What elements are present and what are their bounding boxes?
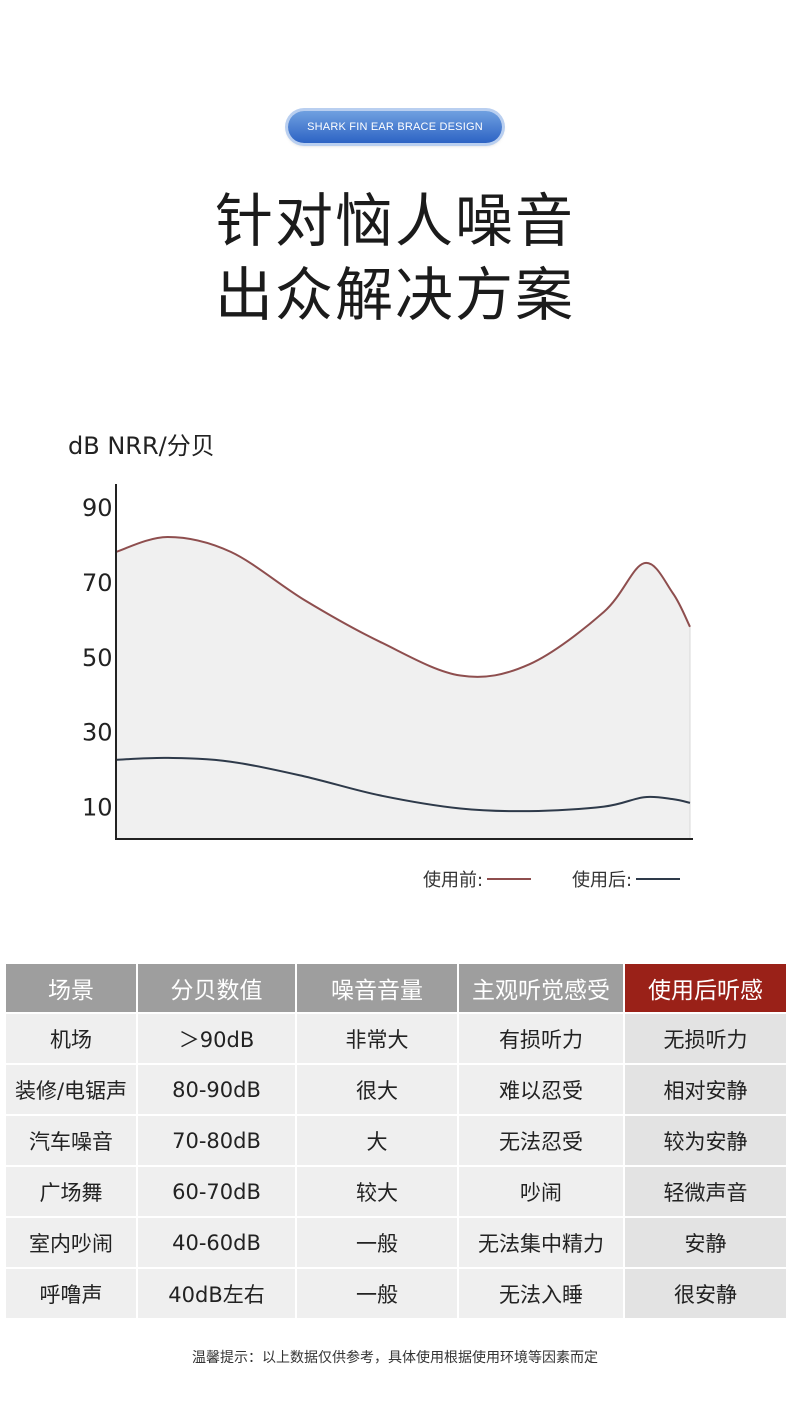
cell-after: 相对安静 [625,1065,786,1114]
cell-volume: 较大 [297,1167,457,1216]
cell-db: 60-70dB [138,1167,295,1216]
noise-comparison-table: 场景 分贝数值 噪音音量 主观听觉感受 使用后听感 机场 ＞90dB 非常大 有… [4,962,788,1320]
series-line-after [115,756,691,813]
header-db-value: 分贝数值 [138,964,295,1012]
y-tick-label: 30 [82,719,113,747]
cell-volume: 很大 [297,1065,457,1114]
cell-db: 40dB左右 [138,1269,295,1318]
cell-feel: 无法集中精力 [459,1218,623,1267]
cell-scene: 室内吵闹 [6,1218,136,1267]
cell-feel: 吵闹 [459,1167,623,1216]
cell-scene: 呼噜声 [6,1269,136,1318]
cell-volume: 大 [297,1116,457,1165]
table-row: 呼噜声 40dB左右 一般 无法入睡 很安静 [6,1269,786,1318]
table-row: 室内吵闹 40-60dB 一般 无法集中精力 安静 [6,1218,786,1267]
table-row: 装修/电锯声 80-90dB 很大 难以忍受 相对安静 [6,1065,786,1114]
cell-after: 很安静 [625,1269,786,1318]
table-row: 汽车噪音 70-80dB 大 无法忍受 较为安静 [6,1116,786,1165]
y-axis-title: dB NRR/分贝 [68,432,215,460]
header-scene: 场景 [6,964,136,1012]
cell-scene: 装修/电锯声 [6,1065,136,1114]
y-tick-label: 50 [82,644,113,672]
cell-volume: 一般 [297,1218,457,1267]
y-tick-label: 70 [82,569,113,597]
legend-before-label: 使用前: [423,870,484,891]
cell-db: 80-90dB [138,1065,295,1114]
header-after-use: 使用后听感 [625,964,786,1012]
cell-db: 40-60dB [138,1218,295,1267]
legend-after-label: 使用后: [572,870,633,891]
cell-feel: 有损听力 [459,1014,623,1063]
area-fill [116,537,690,839]
cell-feel: 难以忍受 [459,1065,623,1114]
cell-scene: 机场 [6,1014,136,1063]
header-noise-volume: 噪音音量 [297,964,457,1012]
legend-before-swatch [487,878,532,880]
legend-after-swatch [636,878,681,880]
cell-scene: 汽车噪音 [6,1116,136,1165]
cell-db: 70-80dB [138,1116,295,1165]
cell-after: 轻微声音 [625,1167,786,1216]
cell-after: 无损听力 [625,1014,786,1063]
table-row: 机场 ＞90dB 非常大 有损听力 无损听力 [6,1014,786,1063]
header-subjective-feel: 主观听觉感受 [459,964,623,1012]
y-tick-label: 90 [82,494,113,522]
cell-scene: 广场舞 [6,1167,136,1216]
legend-after: 使用后: [572,866,681,892]
footnote: 温馨提示：以上数据仅供参考，具体使用根据使用环境等因素而定 [192,1350,598,1366]
page-title-line2: 出众解决方案 [214,261,575,329]
cell-after: 安静 [625,1218,786,1267]
cell-feel: 无法入睡 [459,1269,623,1318]
noise-chart: 90 70 50 30 10 [82,484,693,840]
design-badge: SHARK FIN EAR BRACE DESIGN [288,111,502,143]
table-header-row: 场景 分贝数值 噪音音量 主观听觉感受 使用后听感 [6,964,786,1012]
cell-feel: 无法忍受 [459,1116,623,1165]
legend-before: 使用前: [423,866,532,892]
series-line-before [115,535,691,678]
y-tick-label: 10 [82,794,113,822]
table-row: 广场舞 60-70dB 较大 吵闹 轻微声音 [6,1167,786,1216]
cell-after: 较为安静 [625,1116,786,1165]
cell-volume: 一般 [297,1269,457,1318]
cell-db: ＞90dB [138,1014,295,1063]
page-title-line1: 针对恼人噪音 [214,187,575,255]
cell-volume: 非常大 [297,1014,457,1063]
